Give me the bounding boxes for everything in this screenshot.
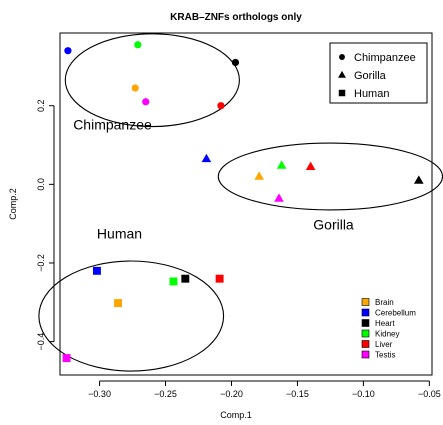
species-legend-marker (338, 70, 346, 78)
species-legend-marker (339, 54, 345, 60)
y-tick-label: −0.2 (36, 254, 46, 272)
group-label: Human (97, 226, 142, 242)
tissue-legend-swatch (361, 298, 370, 306)
y-axis: −0.4 −0.2 0.0 0.2 (36, 99, 55, 351)
tissue-legend-label: Cerebellum (375, 309, 416, 318)
group-ellipse (64, 33, 240, 128)
tissue-legend-swatch (361, 329, 370, 338)
data-point (274, 193, 284, 202)
data-point (181, 274, 190, 283)
data-points (62, 41, 424, 363)
x-tick-label: −0.20 (220, 389, 243, 399)
tissue-legend-label: Testis (375, 351, 395, 360)
species-legend-label: Human (354, 88, 389, 100)
x-tick-label: −0.25 (154, 389, 177, 399)
tissue-legend-swatch (361, 308, 370, 317)
data-point (134, 41, 142, 49)
data-point (414, 175, 424, 184)
species-legend: Chimpanzee Gorilla Human (329, 42, 428, 104)
tissue-legend-label: Brain (375, 298, 394, 307)
tissue-legend-label: Liver (375, 340, 393, 349)
data-point (114, 299, 123, 308)
x-tick-label: −0.10 (352, 389, 375, 399)
x-tick-label: −0.15 (286, 389, 309, 399)
data-point (62, 354, 71, 363)
y-tick-label: 0.0 (36, 178, 46, 191)
tissue-legend-swatch (361, 340, 370, 348)
group-ellipse (217, 142, 443, 211)
data-point (276, 160, 287, 169)
data-point (201, 153, 212, 163)
data-point (92, 266, 101, 275)
data-point (231, 58, 240, 67)
x-tick-label: −0.30 (88, 389, 111, 399)
data-point (142, 98, 150, 106)
data-point (215, 274, 224, 283)
species-legend-label: Chimpanzee (354, 52, 416, 64)
species-legend-label: Gorilla (354, 70, 387, 82)
group-ellipse (38, 260, 225, 372)
tissue-legend-label: Kidney (375, 330, 399, 339)
species-legend-box (329, 42, 428, 104)
chart-title: KRAB–ZNFs orthologs only (170, 12, 302, 23)
species-legend-marker (338, 89, 346, 97)
y-tick-label: 0.2 (36, 99, 46, 112)
tissue-legend-swatch (361, 350, 370, 359)
group-label: Gorilla (313, 217, 354, 233)
plot-frame (59, 32, 433, 376)
x-axis: −0.30 −0.25 −0.20 −0.15 −0.10 −0.05 (88, 380, 441, 399)
y-axis-title: Comp.2 (8, 188, 18, 220)
tissue-legend-swatch (361, 319, 370, 327)
y-tick-label: −0.4 (36, 333, 46, 351)
data-point (254, 171, 264, 180)
data-point (169, 277, 178, 286)
data-point (217, 102, 225, 110)
x-tick-label: −0.05 (418, 389, 441, 399)
group-label: Chimpanzee (73, 116, 152, 132)
data-point (64, 47, 72, 55)
data-point (131, 84, 139, 92)
tissue-legend-label: Heart (375, 319, 395, 328)
x-axis-title: Comp.1 (220, 410, 252, 420)
data-point (305, 161, 316, 170)
